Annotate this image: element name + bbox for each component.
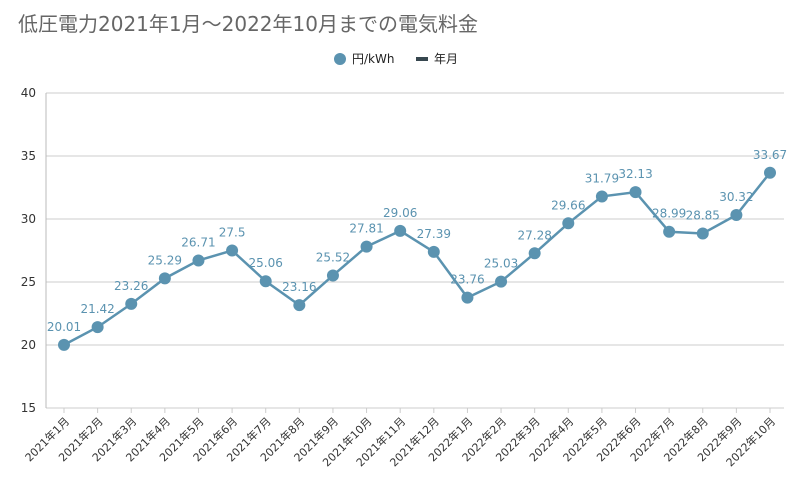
data-label: 25.52 [316, 250, 350, 264]
data-point [461, 291, 474, 304]
data-label: 29.06 [383, 206, 417, 220]
data-label: 27.5 [219, 226, 246, 240]
data-label: 32.13 [618, 167, 652, 181]
data-label: 25.29 [148, 253, 182, 267]
data-point [326, 269, 339, 282]
data-point [595, 190, 608, 203]
legend: 円/kWh 年月 [0, 50, 800, 70]
data-point [91, 321, 104, 334]
y-tick-label: 25 [21, 275, 36, 289]
data-label: 25.03 [484, 257, 518, 271]
data-point [125, 297, 138, 310]
data-point [629, 186, 642, 199]
legend-item-price[interactable]: 円/kWh [334, 50, 394, 67]
data-label: 27.81 [349, 222, 383, 236]
data-point [730, 208, 743, 221]
series-line [63, 171, 771, 346]
data-point [495, 275, 508, 288]
data-label: 27.28 [517, 228, 551, 242]
data-point [360, 240, 373, 253]
legend-bar-icon [416, 56, 428, 61]
data-point [192, 254, 205, 267]
data-label: 29.66 [551, 198, 585, 212]
data-point [394, 224, 407, 237]
data-label: 26.71 [181, 235, 215, 249]
legend-item-month[interactable]: 年月 [416, 50, 458, 67]
data-label: 23.16 [282, 280, 316, 294]
data-point [696, 227, 709, 240]
data-label: 23.26 [114, 279, 148, 293]
data-label: 27.39 [417, 227, 451, 241]
y-tick-label: 40 [21, 86, 36, 100]
data-point [226, 244, 239, 257]
legend-label-price: 円/kWh [352, 52, 395, 66]
data-point [293, 299, 306, 312]
y-tick-label: 30 [21, 212, 36, 226]
data-label: 23.76 [450, 273, 484, 287]
data-point [158, 272, 171, 285]
data-label: 33.67 [753, 148, 787, 162]
y-tick-label: 20 [21, 338, 36, 352]
legend-dot-icon [334, 52, 346, 65]
data-point [528, 247, 541, 260]
y-tick-label: 35 [21, 149, 36, 163]
data-point [764, 166, 776, 179]
y-tick-label: 15 [21, 401, 36, 415]
data-label: 28.99 [652, 207, 686, 221]
data-point [259, 275, 272, 288]
data-point [427, 245, 440, 258]
legend-label-month: 年月 [434, 52, 459, 66]
data-point [663, 225, 676, 238]
data-point [58, 338, 70, 351]
data-label: 25.06 [249, 256, 283, 270]
data-label: 31.79 [585, 171, 619, 185]
data-label: 28.85 [686, 208, 720, 222]
chart-title: 低圧電力2021年1月～2022年10月までの電気料金 [18, 12, 478, 36]
data-label: 21.42 [80, 302, 114, 316]
data-label: 30.32 [719, 190, 753, 204]
data-label: 20.01 [47, 320, 81, 334]
data-point [562, 217, 575, 230]
